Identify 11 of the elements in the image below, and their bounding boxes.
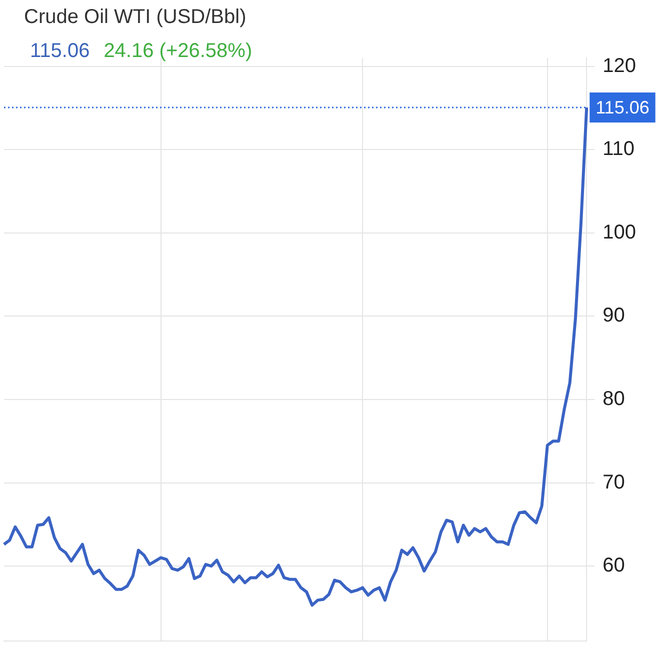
- annotation: 24.16 (+26.58%): [104, 40, 252, 63]
- y-tick-label: 110: [602, 138, 635, 160]
- y-tick-label: 90: [602, 304, 625, 327]
- y-tick-label: 80: [602, 388, 625, 410]
- chart-title: Crude Oil WTI (USD/Bbl): [24, 6, 246, 29]
- ref-line-label: 115.06: [596, 97, 650, 118]
- annotation: 115.06: [30, 40, 90, 63]
- y-tick-label: 60: [602, 554, 625, 577]
- y-tick-label: 100: [602, 221, 636, 244]
- y-tick-label: 70: [602, 471, 625, 494]
- y-tick-label: 120: [602, 54, 636, 77]
